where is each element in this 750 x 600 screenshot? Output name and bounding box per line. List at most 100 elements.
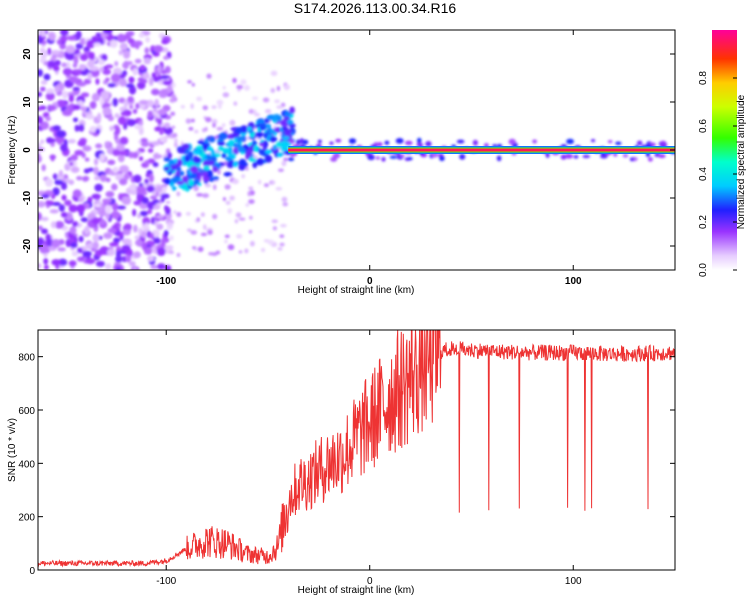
spectrogram-noise-blob — [110, 210, 121, 219]
spectrogram-noise-blob — [114, 60, 119, 67]
spectrogram-signal-blob — [171, 176, 180, 184]
spectrogram-noise-blob — [212, 122, 216, 128]
spectrogram-noise-blob — [92, 241, 99, 250]
spectrogram-noise-blob — [151, 72, 157, 79]
spectrogram-noise-blob — [201, 128, 206, 133]
spectrogram-signal-blob — [266, 114, 275, 121]
spectrogram-noise-blob — [243, 85, 250, 91]
spectrogram-noise-blob — [47, 104, 57, 111]
spectrogram-noise-blob — [247, 190, 251, 197]
spectrogram-noise-blob — [116, 205, 127, 210]
spectrogram-noise-blob — [52, 201, 61, 207]
spectrogram-noise-blob — [203, 224, 207, 230]
spectrogram-noise-blob — [404, 140, 413, 146]
spectrogram-noise-blob — [276, 105, 284, 109]
spectrogram-noise-blob — [180, 104, 186, 109]
spectrogram-noise-blob — [123, 99, 128, 108]
spectrogram-noise-blob — [87, 72, 93, 81]
spectrogram-signal-blob — [282, 141, 292, 148]
spectrogram-noise-blob — [615, 141, 622, 145]
spectrogram-noise-blob — [114, 113, 120, 119]
spectrogram-noise-blob — [270, 180, 275, 185]
spectrogram-noise-blob — [169, 98, 176, 103]
colorbar-ticks: 0.0 0.2 0.4 0.6 0.8 — [698, 71, 737, 277]
spectrogram-noise-blob — [207, 229, 213, 235]
spectrogram-noise-blob — [160, 193, 170, 199]
spectrogram-signal-blob — [201, 171, 208, 177]
spectrogram-noise-blob — [159, 75, 170, 80]
spectrogram-signal-blob — [171, 186, 177, 191]
spectrogram-signal-blob — [203, 165, 210, 171]
spectrogram-noise-blob — [225, 200, 231, 205]
spectrogram-noise-blob — [38, 36, 44, 44]
spectrogram-noise-blob — [197, 246, 204, 252]
spectrogram-noise-blob — [128, 261, 136, 267]
spectrogram-noise-blob — [134, 239, 143, 246]
spectrogram-signal-blob — [167, 152, 173, 159]
spectrogram-noise-blob — [629, 157, 635, 162]
spectrogram-noise-blob — [38, 225, 43, 231]
spectrogram-noise-blob — [40, 30, 46, 37]
spectrogram-noise-blob — [236, 212, 242, 218]
spectrogram-noise-blob — [83, 225, 90, 235]
spectrogram-noise-blob — [38, 147, 45, 152]
spectrogram-noise-blob — [384, 140, 390, 145]
spectrogram-noise-blob — [93, 42, 102, 47]
spectrogram-noise-blob — [76, 204, 86, 213]
colorbar-tick-label: 0.4 — [698, 167, 709, 181]
spectrogram-noise-blob — [222, 92, 230, 98]
spectrogram-signal-blob — [261, 140, 269, 149]
spectrogram-noise-blob — [118, 178, 128, 186]
spectrogram-noise-blob — [72, 117, 79, 123]
spectrogram-noise-blob — [52, 173, 58, 180]
snr-frame — [37, 329, 676, 571]
spectrogram-noise-blob — [296, 139, 301, 145]
spectrogram-noise-blob — [389, 155, 398, 159]
spectrogram-signal-blob — [245, 151, 250, 160]
spectrogram-noise-blob — [200, 232, 208, 237]
spectrogram-noise-blob — [79, 53, 89, 61]
spectrogram-noise-blob — [133, 200, 142, 206]
spectrogram-noise-blob — [456, 139, 465, 144]
spectrogram-noise-blob — [204, 183, 212, 188]
spectrogram-noise-blob — [317, 139, 322, 144]
spectrogram-signal-blob — [269, 136, 278, 143]
spectrogram-noise-blob — [40, 80, 48, 85]
spectrogram-noise-blob — [165, 200, 171, 204]
snr-xtick-label: -100 — [156, 576, 176, 587]
spectrogram-noise-blob — [218, 104, 222, 109]
spectrogram-noise-blob — [38, 91, 43, 98]
spectrogram-noise-blob — [75, 30, 82, 39]
spectrogram-signal-blob — [263, 132, 268, 139]
spectrogram-noise-blob — [118, 150, 129, 156]
spectrogram-noise-blob — [134, 124, 144, 130]
spectrogram-noise-blob — [104, 204, 112, 214]
spectrogram-noise-blob — [156, 223, 164, 230]
spectrogram-signal-blob — [215, 163, 221, 168]
spectrogram-noise-blob — [141, 230, 147, 238]
spectrogram-noise-blob — [40, 216, 49, 222]
spectrogram-noise-blob — [217, 169, 221, 175]
spectrogram-noise-blob — [99, 174, 107, 182]
spectrogram-noise-blob — [82, 175, 90, 182]
spectrogram-noise-blob — [157, 263, 166, 270]
spectrogram-noise-blob — [245, 166, 249, 171]
spectrogram-noise-blob — [289, 139, 295, 144]
spectrogram-noise-blob — [330, 156, 338, 162]
spectrogram-noise-blob — [121, 244, 131, 252]
snr-ytick-label: 600 — [18, 406, 35, 417]
spectrogram-noise-blob — [60, 182, 68, 190]
spectrogram-signal-blob — [192, 150, 201, 156]
spectrogram-noise-blob — [139, 210, 149, 217]
spectrogram-noise-blob — [63, 178, 71, 183]
spectrogram-noise-blob — [282, 202, 289, 207]
spectrogram-noise-blob — [191, 118, 195, 123]
spectrogram-noise-blob — [144, 178, 149, 185]
spectrogram-noise-blob — [171, 82, 176, 88]
spectrogram-noise-blob — [70, 166, 80, 173]
spectrogram-noise-blob — [105, 263, 112, 270]
spectrogram-noise-blob — [146, 185, 155, 193]
spectrogram-noise-blob — [139, 64, 146, 71]
snr-ylabel: SNR (10 * v/v) — [7, 418, 18, 482]
spectrogram-noise-blob — [212, 184, 217, 191]
